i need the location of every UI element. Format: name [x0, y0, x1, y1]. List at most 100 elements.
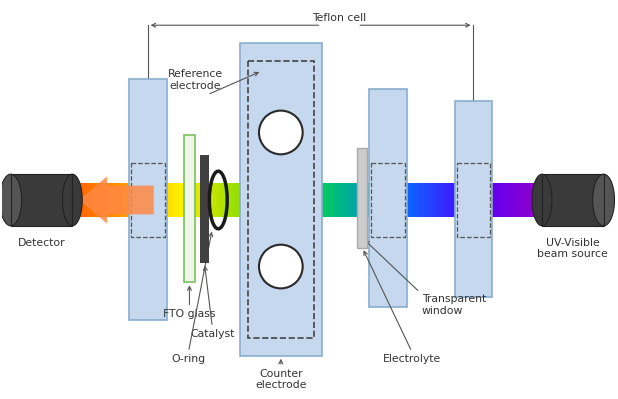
Bar [192, 183, 193, 217]
Bar [121, 183, 122, 217]
Bar [135, 183, 137, 217]
Bar [542, 174, 604, 226]
Bar [362, 183, 364, 217]
Bar [522, 183, 523, 217]
Bar [416, 183, 417, 217]
Bar [145, 183, 146, 217]
Bar [335, 183, 337, 217]
Bar [483, 183, 485, 217]
Bar [454, 183, 456, 217]
Bar [237, 183, 239, 217]
Bar [459, 183, 461, 217]
Bar [301, 183, 303, 217]
Text: Counter
electrode: Counter electrode [255, 369, 307, 390]
Bar [213, 183, 214, 217]
Bar [541, 183, 543, 217]
Bar [250, 183, 252, 217]
Bar [140, 183, 142, 217]
Bar [449, 183, 451, 217]
Bar [419, 183, 420, 217]
Bar [167, 183, 169, 217]
Bar [348, 183, 350, 217]
Bar [269, 183, 271, 217]
Bar [132, 183, 133, 217]
Bar [425, 183, 427, 217]
Bar [277, 183, 279, 217]
Bar [158, 183, 159, 217]
Bar [514, 183, 515, 217]
Bar [475, 183, 477, 217]
Bar [491, 183, 493, 217]
Bar [509, 183, 510, 217]
Bar [216, 183, 218, 217]
Bar [369, 183, 371, 217]
Bar [171, 183, 172, 217]
Bar [477, 183, 478, 217]
Bar [436, 183, 438, 217]
Bar [430, 183, 432, 217]
Bar [187, 183, 188, 217]
Bar [106, 183, 108, 217]
Bar [374, 183, 375, 217]
Bar [287, 183, 288, 217]
Bar [350, 183, 351, 217]
Bar [480, 183, 482, 217]
Bar [172, 183, 174, 217]
Bar [274, 183, 276, 217]
Bar [316, 183, 317, 217]
Bar [129, 183, 130, 217]
Bar [432, 183, 433, 217]
Circle shape [259, 245, 303, 288]
Bar [401, 183, 403, 217]
Bar [346, 183, 348, 217]
Bar [104, 183, 106, 217]
Bar [272, 183, 274, 217]
Bar [493, 183, 494, 217]
Bar [406, 183, 408, 217]
Bar [403, 183, 404, 217]
Bar [166, 183, 167, 217]
Bar [258, 183, 260, 217]
Bar [338, 183, 340, 217]
Bar [201, 183, 203, 217]
Bar [343, 183, 345, 217]
Bar [314, 183, 316, 217]
Bar [142, 183, 143, 217]
Bar [510, 183, 512, 217]
Bar [456, 183, 457, 217]
Bar [190, 183, 192, 217]
Text: Teflon cell: Teflon cell [312, 13, 366, 23]
Bar [535, 183, 536, 217]
Bar [358, 183, 359, 217]
Bar [193, 183, 195, 217]
Bar [531, 183, 533, 217]
Text: Detector: Detector [18, 238, 66, 248]
Bar [174, 183, 176, 217]
Bar [203, 183, 205, 217]
Bar [138, 183, 140, 217]
Bar [98, 183, 99, 217]
Bar [214, 183, 216, 217]
Bar [417, 183, 419, 217]
Text: FTO glass: FTO glass [163, 309, 216, 319]
Bar [256, 183, 258, 217]
Bar [188, 183, 190, 217]
Text: O-ring: O-ring [171, 354, 206, 364]
Text: Reference
electrode: Reference electrode [168, 69, 223, 91]
Bar [200, 183, 201, 217]
Text: UV-Visible
beam source: UV-Visible beam source [538, 238, 608, 259]
Bar [295, 183, 297, 217]
Bar [264, 183, 266, 217]
Bar [240, 43, 321, 356]
Bar [387, 183, 388, 217]
Bar [235, 183, 237, 217]
Bar [11, 174, 72, 226]
Bar [62, 183, 64, 217]
Bar [153, 183, 154, 217]
Bar [498, 183, 499, 217]
Bar [293, 183, 295, 217]
Bar [11, 174, 72, 226]
Bar [457, 183, 459, 217]
Bar [448, 183, 449, 217]
Circle shape [259, 111, 303, 154]
